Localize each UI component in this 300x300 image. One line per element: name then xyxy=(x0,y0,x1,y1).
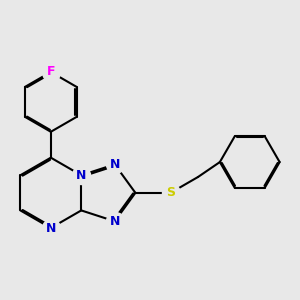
Text: F: F xyxy=(46,65,55,79)
Text: N: N xyxy=(76,169,86,182)
Text: S: S xyxy=(166,186,175,199)
Text: N: N xyxy=(110,215,120,228)
Text: N: N xyxy=(110,158,120,171)
Text: N: N xyxy=(46,221,56,235)
